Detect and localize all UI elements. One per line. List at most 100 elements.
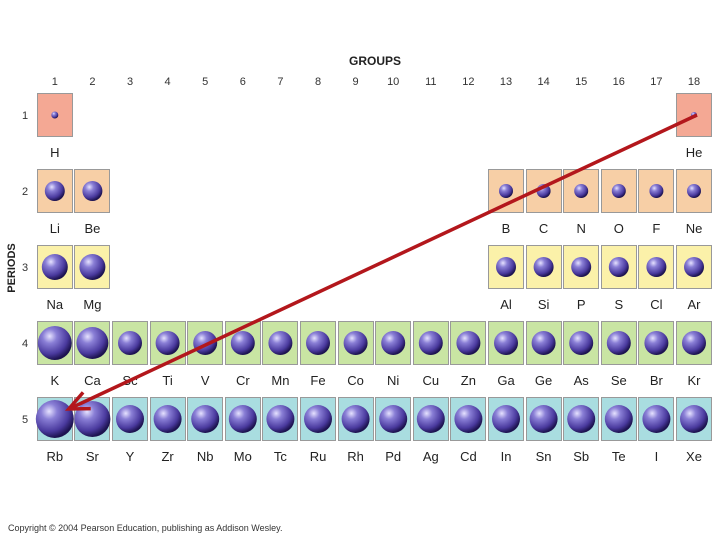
element-symbol-ge: Ge [534, 373, 553, 388]
element-symbol-na: Na [46, 297, 64, 312]
group-number-3: 3 [126, 76, 134, 88]
element-symbol-al: Al [500, 297, 512, 312]
element-symbol-br: Br [649, 373, 663, 388]
atom-sphere-ga [494, 331, 518, 355]
atom-sphere-p [571, 257, 592, 277]
element-symbol-cl: Cl [650, 297, 663, 312]
group-number-8: 8 [314, 76, 322, 88]
atom-sphere-xe [680, 405, 708, 433]
atom-sphere-rh [341, 405, 370, 433]
atom-sphere-ne [687, 184, 701, 198]
element-symbol-nb: Nb [196, 449, 214, 464]
group-number-15: 15 [575, 76, 588, 88]
element-symbol-sn: Sn [535, 449, 552, 464]
element-symbol-ru: Ru [309, 449, 327, 464]
element-symbol-rh: Rh [347, 449, 364, 464]
element-symbol-co: Co [347, 373, 364, 388]
atom-sphere-tc [266, 405, 295, 433]
atom-sphere-in [492, 405, 520, 433]
atom-sphere-mg [79, 254, 106, 280]
element-symbol-kr: Kr [687, 373, 701, 388]
atom-sphere-k [37, 326, 72, 360]
atom-sphere-ca [76, 327, 109, 359]
group-number-14: 14 [537, 76, 550, 88]
atom-sphere-h [51, 111, 59, 119]
atom-sphere-i [642, 405, 671, 433]
element-symbol-f: F [652, 221, 661, 236]
atom-sphere-ag [416, 405, 445, 433]
atom-sphere-zn [456, 331, 481, 355]
period-number-4: 4 [21, 338, 29, 350]
element-symbol-v: V [200, 373, 210, 388]
element-symbol-li: Li [49, 221, 60, 236]
group-number-12: 12 [462, 76, 475, 88]
atom-sphere-n [574, 184, 589, 198]
element-symbol-zn: Zn [460, 373, 476, 388]
element-symbol-fe: Fe [310, 373, 326, 388]
atom-sphere-rb [35, 400, 74, 438]
atom-sphere-se [606, 331, 631, 355]
element-symbol-cr: Cr [235, 373, 250, 388]
atom-sphere-cd [454, 405, 483, 433]
element-symbol-o: O [613, 221, 624, 236]
element-symbol-c: C [538, 221, 549, 236]
element-cell-f [638, 169, 675, 213]
element-symbol-i: I [654, 449, 659, 464]
element-symbol-ne: Ne [685, 221, 703, 236]
element-symbol-ga: Ga [497, 373, 515, 388]
atom-sphere-ar [684, 257, 704, 277]
atom-sphere-s [608, 257, 629, 277]
period-number-5: 5 [21, 414, 29, 426]
atom-sphere-co [343, 331, 368, 355]
group-number-5: 5 [202, 76, 209, 88]
element-symbol-se: Se [610, 373, 627, 388]
element-symbol-n: N [576, 221, 586, 236]
group-number-18: 18 [687, 76, 701, 88]
element-symbol-b: B [501, 221, 511, 236]
atom-sphere-al [496, 257, 516, 277]
atom-sphere-sr [74, 401, 111, 437]
element-symbol-te: Te [611, 449, 626, 464]
atom-sphere-sb [567, 405, 596, 433]
trend-arrow-head [64, 391, 91, 411]
atom-sphere-mn [268, 331, 293, 355]
group-number-2: 2 [89, 76, 96, 88]
element-symbol-mg: Mg [83, 297, 102, 312]
atom-sphere-pd [379, 405, 408, 433]
element-symbol-rb: Rb [46, 449, 64, 464]
atom-sphere-zr [153, 405, 182, 433]
element-symbol-sr: Sr [85, 449, 99, 464]
group-number-7: 7 [277, 76, 284, 88]
group-number-1: 1 [51, 76, 58, 88]
group-number-13: 13 [499, 76, 513, 88]
element-symbol-y: Y [125, 449, 135, 464]
group-number-16: 16 [612, 76, 625, 88]
element-symbol-ag: Ag [422, 449, 439, 464]
element-symbol-si: Si [537, 297, 550, 312]
group-number-9: 9 [352, 76, 359, 88]
atom-sphere-cl [646, 257, 667, 277]
atom-sphere-te [604, 405, 633, 433]
atom-sphere-b [499, 184, 513, 198]
element-symbol-zr: Zr [161, 449, 174, 464]
groups-title: GROUPS [348, 54, 401, 68]
atom-sphere-ti [155, 331, 180, 355]
group-number-17: 17 [650, 76, 663, 88]
element-symbol-in: In [500, 449, 512, 464]
element-symbol-ni: Ni [387, 373, 400, 388]
element-symbol-be: Be [84, 221, 101, 236]
atom-sphere-si [533, 257, 554, 277]
element-symbol-sb: Sb [573, 449, 590, 464]
atom-sphere-f [649, 184, 664, 198]
atom-sphere-kr [682, 331, 706, 355]
element-symbol-ar: Ar [687, 297, 701, 312]
element-symbol-tc: Tc [273, 449, 287, 464]
element-symbol-ti: Ti [162, 373, 173, 388]
group-number-11: 11 [425, 76, 437, 88]
atom-sphere-sn [529, 405, 558, 433]
element-symbol-as: As [573, 373, 589, 388]
element-symbol-pd: Pd [385, 449, 402, 464]
atom-sphere-cr [230, 331, 255, 355]
element-symbol-cu: Cu [422, 373, 440, 388]
